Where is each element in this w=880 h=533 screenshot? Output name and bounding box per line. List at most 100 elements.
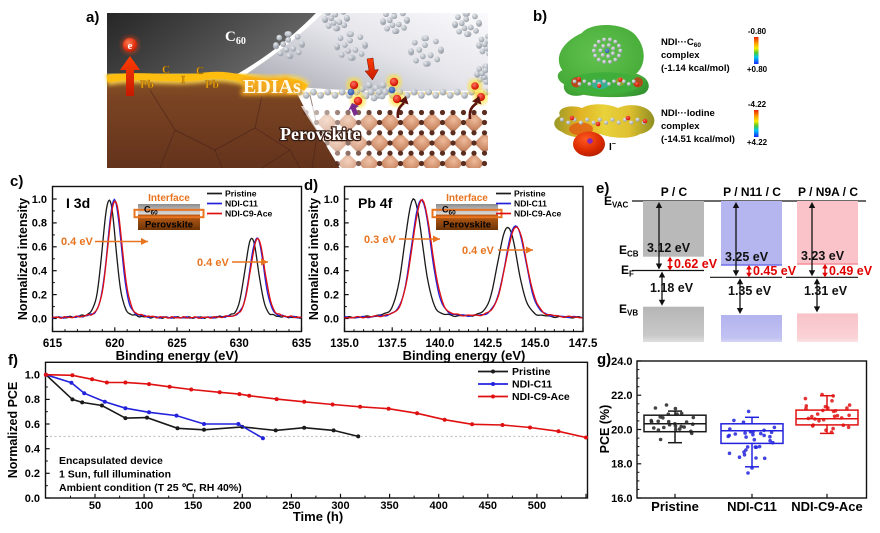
svg-text:(-14.51 kcal/mol): (-14.51 kcal/mol) xyxy=(661,134,735,145)
svg-text:0.49 eV: 0.49 eV xyxy=(829,264,873,278)
svg-text:Pristine: Pristine xyxy=(225,189,257,199)
svg-text:635: 635 xyxy=(292,338,312,350)
svg-text:1.35 eV: 1.35 eV xyxy=(728,284,772,298)
svg-text:Encapsulated device: Encapsulated device xyxy=(59,455,163,467)
svg-text:0.8: 0.8 xyxy=(324,218,339,230)
svg-text:135.0: 135.0 xyxy=(330,338,359,350)
svg-text:NDI-C9-Ace: NDI-C9-Ace xyxy=(225,209,272,219)
svg-text:100: 100 xyxy=(135,500,153,512)
svg-text:Pristine: Pristine xyxy=(651,499,699,514)
svg-text:complex: complex xyxy=(661,50,700,61)
svg-text:Pb 4f: Pb 4f xyxy=(358,195,393,211)
svg-text:c): c) xyxy=(10,173,23,190)
svg-text:NDI-C9-Ace: NDI-C9-Ace xyxy=(512,391,570,403)
svg-text:3.23 eV: 3.23 eV xyxy=(801,249,845,263)
svg-text:+0.80: +0.80 xyxy=(747,65,768,74)
svg-text:Binding energy (eV): Binding energy (eV) xyxy=(116,348,239,363)
svg-text:C: C xyxy=(162,64,170,76)
svg-text:Normalized intensity: Normalized intensity xyxy=(307,198,321,320)
svg-text:C: C xyxy=(196,65,204,77)
svg-text:PCE (%): PCE (%) xyxy=(598,405,612,454)
svg-text:Binding energy (eV): Binding energy (eV) xyxy=(403,348,526,363)
svg-text:e: e xyxy=(128,40,133,52)
svg-text:P / N11 / C: P / N11 / C xyxy=(723,185,781,199)
svg-text:Perovskite: Perovskite xyxy=(443,220,491,231)
svg-text:Interface: Interface xyxy=(148,193,190,204)
svg-text:1.0: 1.0 xyxy=(324,194,339,206)
svg-text:NDI···C60: NDI···C60 xyxy=(661,37,701,49)
svg-text:Perovskite: Perovskite xyxy=(145,220,193,231)
svg-text:0.6: 0.6 xyxy=(32,242,47,254)
svg-text:d): d) xyxy=(304,177,318,194)
svg-text:1.31 eV: 1.31 eV xyxy=(804,284,848,298)
svg-text:145.0: 145.0 xyxy=(521,338,550,350)
svg-text:Ambient condition (T 25 ℃, RH: Ambient condition (T 25 ℃, RH 40%) xyxy=(59,482,242,494)
svg-text:NDI-C11: NDI-C11 xyxy=(727,499,777,514)
svg-text:0.3 eV: 0.3 eV xyxy=(364,234,396,246)
svg-text:0.4 eV: 0.4 eV xyxy=(197,257,229,269)
svg-text:-4.22: -4.22 xyxy=(748,100,767,109)
svg-text:Pristine: Pristine xyxy=(512,366,551,378)
svg-text:0.0: 0.0 xyxy=(32,313,47,325)
svg-text:0.62 eV: 0.62 eV xyxy=(674,257,718,271)
svg-text:250: 250 xyxy=(282,500,300,512)
svg-text:0.2: 0.2 xyxy=(32,289,47,301)
svg-text:Perovskite: Perovskite xyxy=(280,124,361,144)
svg-text:1 Sun, full illumination: 1 Sun, full illumination xyxy=(59,469,171,481)
svg-text:22.0: 22.0 xyxy=(611,390,632,402)
svg-text:Normalized intensity: Normalized intensity xyxy=(16,198,30,320)
svg-text:1.0: 1.0 xyxy=(25,370,40,382)
svg-text:P / N9A / C: P / N9A / C xyxy=(798,185,858,199)
svg-text:NDI-C9-Ace: NDI-C9-Ace xyxy=(514,209,561,219)
svg-text:630: 630 xyxy=(230,338,249,350)
svg-text:16.0: 16.0 xyxy=(611,493,632,505)
svg-text:NDI···Iodine: NDI···Iodine xyxy=(661,108,715,119)
svg-text:NDI-C9-Ace: NDI-C9-Ace xyxy=(791,499,863,514)
svg-text:Normalized PCE: Normalized PCE xyxy=(6,382,20,479)
svg-text:0.4: 0.4 xyxy=(25,444,41,456)
svg-text:620: 620 xyxy=(105,338,124,350)
svg-text:I−: I− xyxy=(609,141,616,153)
svg-text:e): e) xyxy=(596,180,609,197)
svg-text:350: 350 xyxy=(380,500,398,512)
svg-text:+4.22: +4.22 xyxy=(747,138,768,147)
svg-text:Interface: Interface xyxy=(446,193,488,204)
svg-text:500: 500 xyxy=(528,500,546,512)
svg-text:0.6: 0.6 xyxy=(25,419,40,431)
svg-text:0.45 eV: 0.45 eV xyxy=(753,264,797,278)
svg-text:I 3d: I 3d xyxy=(66,195,90,211)
svg-text:147.5: 147.5 xyxy=(569,338,598,350)
svg-text:24.0: 24.0 xyxy=(611,356,632,368)
svg-text:142.5: 142.5 xyxy=(473,338,502,350)
svg-text:0.8: 0.8 xyxy=(25,394,40,406)
svg-text:Time (h): Time (h) xyxy=(293,509,343,524)
svg-text:Pb: Pb xyxy=(205,77,219,91)
svg-text:140.0: 140.0 xyxy=(426,338,455,350)
svg-text:Perovskite: Perovskite xyxy=(280,124,361,144)
svg-text:1.18 eV: 1.18 eV xyxy=(650,281,694,295)
svg-text:P / C: P / C xyxy=(661,185,688,199)
svg-text:0.2: 0.2 xyxy=(324,289,339,301)
svg-text:b): b) xyxy=(533,8,547,25)
svg-text:0.6: 0.6 xyxy=(324,242,339,254)
svg-text:300: 300 xyxy=(331,500,349,512)
svg-text:(-1.14 kcal/mol): (-1.14 kcal/mol) xyxy=(661,63,730,74)
svg-text:EDIAs: EDIAs xyxy=(243,76,301,98)
svg-text:NDI-C11: NDI-C11 xyxy=(514,199,547,209)
svg-text:-0.80: -0.80 xyxy=(748,27,767,36)
svg-text:f): f) xyxy=(8,352,18,369)
svg-text:20.0: 20.0 xyxy=(611,424,632,436)
svg-text:0.4 eV: 0.4 eV xyxy=(462,245,494,257)
svg-text:0.8: 0.8 xyxy=(32,218,47,230)
svg-text:I: I xyxy=(181,74,185,86)
svg-text:50: 50 xyxy=(89,500,101,512)
svg-text:625: 625 xyxy=(167,338,187,350)
svg-text:g): g) xyxy=(597,351,611,368)
svg-text:200: 200 xyxy=(233,500,251,512)
svg-text:0.4: 0.4 xyxy=(324,266,340,278)
svg-text:150: 150 xyxy=(184,500,202,512)
svg-text:a): a) xyxy=(86,9,99,26)
svg-text:0.4: 0.4 xyxy=(32,266,48,278)
svg-text:0.2: 0.2 xyxy=(25,468,40,480)
svg-text:NDI-C11: NDI-C11 xyxy=(512,379,552,391)
